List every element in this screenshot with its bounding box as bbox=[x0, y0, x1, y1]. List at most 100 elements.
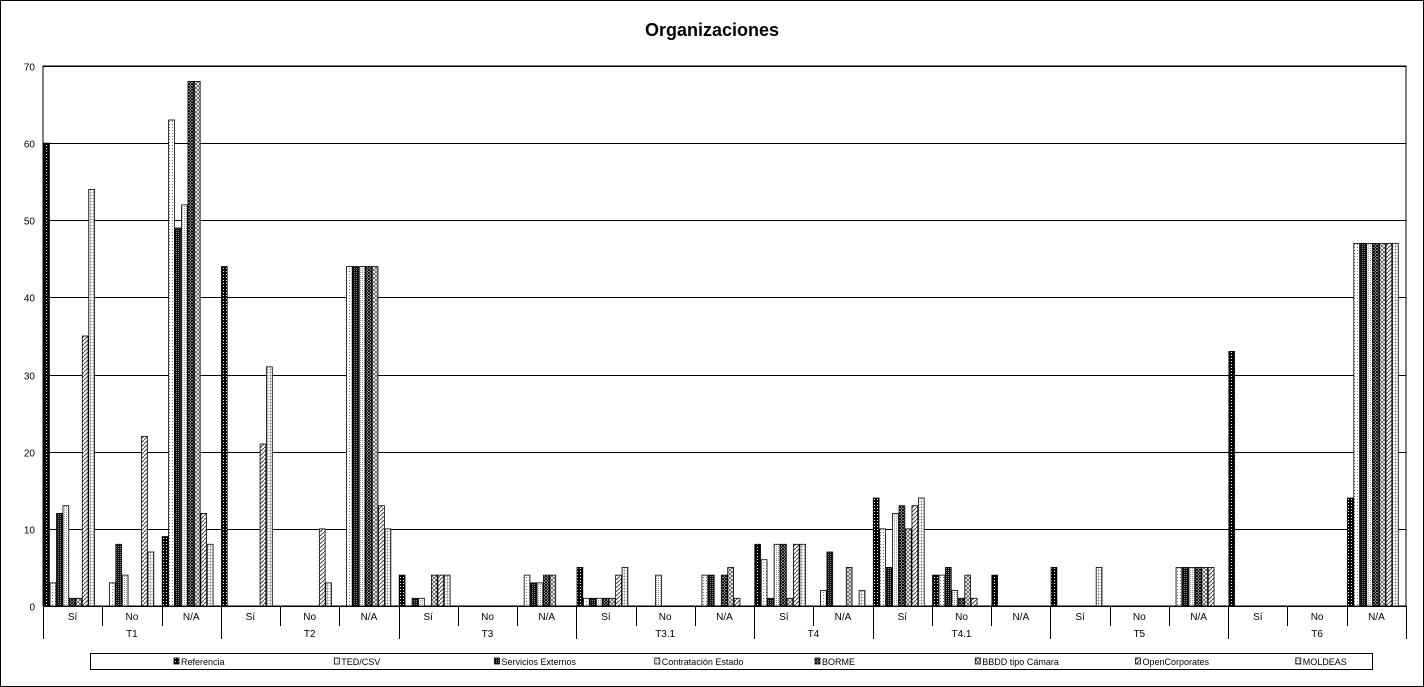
bar bbox=[799, 543, 807, 607]
bar bbox=[266, 366, 273, 607]
bar bbox=[793, 543, 800, 607]
bar bbox=[115, 543, 122, 607]
legend-label: BORME bbox=[822, 657, 855, 667]
bar bbox=[161, 536, 169, 607]
bar bbox=[206, 543, 214, 607]
bar bbox=[720, 574, 728, 607]
bar bbox=[701, 574, 709, 607]
legend-swatch bbox=[654, 657, 661, 665]
legend-swatch bbox=[1135, 657, 1141, 665]
y-tick-label: 0 bbox=[29, 603, 35, 614]
bar bbox=[589, 597, 597, 607]
bar bbox=[991, 574, 999, 607]
bar bbox=[885, 567, 893, 607]
x-tick-label: Sí bbox=[423, 612, 433, 623]
x-tick-label: Sí bbox=[1253, 612, 1263, 623]
bar bbox=[1353, 243, 1361, 607]
bar bbox=[108, 582, 116, 607]
group-label: T3.1 bbox=[655, 629, 675, 640]
plot-area bbox=[42, 65, 1407, 607]
bar bbox=[898, 505, 906, 607]
bar bbox=[655, 574, 662, 607]
group-label: T1 bbox=[126, 629, 138, 640]
x-tick-label: No bbox=[1311, 612, 1324, 623]
bar bbox=[181, 204, 188, 607]
bar bbox=[398, 574, 406, 607]
bar bbox=[951, 590, 959, 607]
group-label: T4.1 bbox=[951, 629, 971, 640]
bar bbox=[733, 597, 741, 607]
legend-label: MOLDEAS bbox=[1303, 657, 1347, 667]
x-tick-label: Sí bbox=[779, 612, 789, 623]
bar bbox=[970, 597, 978, 607]
bar bbox=[911, 505, 919, 607]
bar bbox=[437, 574, 445, 607]
x-tick-label: N/A bbox=[538, 612, 555, 623]
x-tick-label: N/A bbox=[835, 612, 852, 623]
bar bbox=[1188, 567, 1196, 607]
bar bbox=[1194, 567, 1202, 607]
legend-label: Contratación Estado bbox=[662, 657, 744, 667]
bar bbox=[75, 597, 83, 607]
bar bbox=[938, 574, 946, 607]
x-tick-label: Sí bbox=[1075, 612, 1085, 623]
bar bbox=[221, 266, 228, 607]
bar bbox=[443, 574, 451, 607]
y-tick-label: 10 bbox=[24, 526, 36, 537]
bar bbox=[147, 551, 155, 607]
bar bbox=[384, 528, 392, 607]
y-tick-label: 20 bbox=[24, 449, 36, 460]
legend-swatch bbox=[494, 657, 500, 665]
bar bbox=[820, 590, 827, 607]
bar bbox=[200, 513, 208, 607]
bar bbox=[358, 266, 366, 607]
bar bbox=[872, 497, 880, 607]
bar bbox=[1392, 243, 1399, 607]
bar bbox=[1372, 243, 1380, 607]
bar bbox=[879, 528, 886, 607]
bar bbox=[345, 266, 353, 607]
bar bbox=[892, 513, 899, 607]
x-tick-label: No bbox=[481, 612, 494, 623]
bar bbox=[595, 597, 603, 607]
axes: 0 10 20 30 40 50 60 70 Sí No N/A Sí No N/A Sí No N/A Sí No… bbox=[24, 63, 1407, 640]
bar bbox=[858, 590, 866, 607]
bar bbox=[1385, 243, 1393, 607]
bar bbox=[523, 574, 531, 607]
legend-box bbox=[90, 653, 1373, 670]
legend-label: Referencia bbox=[181, 657, 225, 667]
bar bbox=[1359, 243, 1367, 607]
legend-label: Servicios Externos bbox=[502, 657, 577, 667]
y-tick-label: 30 bbox=[24, 372, 36, 383]
bar bbox=[1201, 567, 1209, 607]
legend-label: OpenCorporates bbox=[1143, 657, 1210, 667]
x-tick-label: N/A bbox=[1368, 612, 1385, 623]
gridlines bbox=[42, 65, 1407, 607]
bar bbox=[69, 597, 76, 607]
x-tick-label: No bbox=[1133, 612, 1146, 623]
bar bbox=[530, 582, 537, 607]
group-label: T6 bbox=[1311, 629, 1323, 640]
bar bbox=[378, 505, 385, 607]
y-tick-label: 50 bbox=[24, 217, 36, 228]
bar bbox=[583, 597, 590, 607]
bar bbox=[576, 567, 584, 607]
bar bbox=[917, 497, 925, 607]
legend-swatch bbox=[173, 657, 180, 665]
bar bbox=[121, 574, 129, 607]
x-tick-label: Sí bbox=[898, 612, 908, 623]
bar bbox=[957, 597, 965, 607]
bar bbox=[536, 582, 544, 607]
legend-label: TED/CSV bbox=[341, 657, 380, 667]
bar bbox=[945, 567, 952, 607]
x-tick-label: Sí bbox=[601, 612, 611, 623]
x-tick-label: N/A bbox=[183, 612, 200, 623]
bar bbox=[187, 81, 195, 607]
bar bbox=[932, 574, 939, 607]
bar bbox=[708, 574, 715, 607]
bar bbox=[88, 189, 95, 607]
group-label: T2 bbox=[304, 629, 316, 640]
x-tick-label: No bbox=[955, 612, 968, 623]
chart-title: Organizaciones bbox=[644, 20, 780, 40]
bar bbox=[318, 528, 326, 607]
